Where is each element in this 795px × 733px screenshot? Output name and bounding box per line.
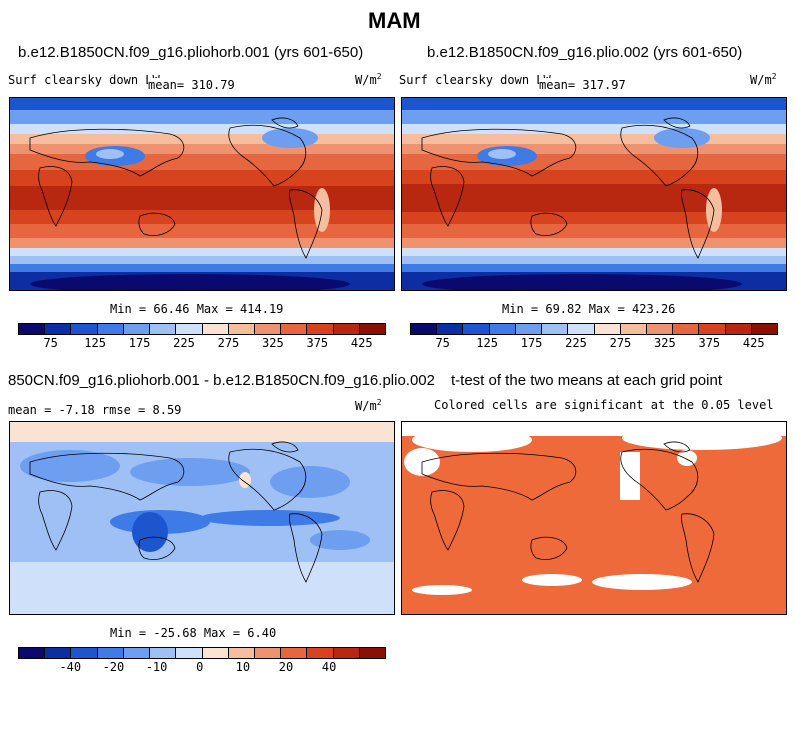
colorbar-swatch [254,648,282,658]
colorbar-swatch [542,324,569,334]
panel4-note: Colored cells are significant at the 0.0… [434,398,774,412]
colorbar-swatch [150,648,177,658]
colorbar-tick-label: 175 [520,336,543,350]
panel3-map [9,421,395,615]
colorbar-swatch [751,324,778,334]
panel3-minmax: Min = -25.68 Max = 6.40 [110,626,277,640]
colorbar-tick-label: -20 [102,660,125,674]
colorbar-tick-label: -40 [59,660,82,674]
panel2-map [401,97,787,291]
colorbar-swatch [254,324,282,334]
colorbar-swatch [202,324,229,334]
panel4-map-svg [402,422,786,614]
panel3-units: W/m2 [355,398,382,413]
colorbar-swatch [97,648,124,658]
panel2-colorbar-ticks: 75 125 175 225 275 325 375 425 [410,336,776,352]
colorbar-swatch [97,324,124,334]
colorbar-swatch [228,324,255,334]
panel4-map [401,421,787,615]
colorbar-tick-label: 75 [43,336,58,350]
colorbar-tick-label: 75 [435,336,450,350]
colorbar-tick-label: 375 [698,336,721,350]
colorbar-tick-label: 275 [609,336,632,350]
colorbar-tick-label: 275 [217,336,240,350]
colorbar-tick-label: 175 [128,336,151,350]
colorbar-swatch [19,324,46,334]
panel2-map-svg [402,98,786,290]
panel1-map [9,97,395,291]
colorbar-swatch [359,324,386,334]
colorbar-swatch [176,648,203,658]
panel1-var-label: Surf clearsky down LW [8,73,160,87]
colorbar-swatch [202,648,229,658]
figure-title: MAM [368,8,421,33]
colorbar-swatch [123,324,151,334]
panel2-units: W/m2 [750,72,777,87]
panel2-var-label: Surf clearsky down LW [399,73,551,87]
colorbar-swatch [71,648,98,658]
colorbar-swatch [463,324,490,334]
colorbar-swatch [725,324,752,334]
colorbar-swatch [45,324,72,334]
panel1-mean-label: mean= 310.79 [148,78,235,92]
panel3-colorbar [18,647,386,659]
colorbar-swatch [307,648,334,658]
colorbar-swatch [673,324,700,334]
colorbar-swatch [19,648,46,658]
colorbar-swatch [333,648,360,658]
colorbar-tick-label: -10 [145,660,168,674]
colorbar-swatch [228,648,255,658]
colorbar-tick-label: 325 [262,336,284,350]
colorbar-swatch [437,324,464,334]
colorbar-swatch [71,324,98,334]
colorbar-swatch [699,324,726,334]
colorbar-tick-label: 125 [84,336,106,350]
panel1-units: W/m2 [355,72,382,87]
colorbar-swatch [515,324,543,334]
colorbar-tick-label: 125 [476,336,498,350]
panel3-colorbar-ticks: -40 -20 -10 0 10 20 40 [18,660,384,676]
colorbar-tick-label: 10 [235,660,251,674]
colorbar-swatch [176,324,203,334]
panel2-colorbar [410,323,778,335]
colorbar-swatch [150,324,177,334]
colorbar-tick-label: 20 [278,660,294,674]
colorbar-swatch [333,324,360,334]
colorbar-tick-label: 325 [654,336,676,350]
colorbar-tick-label: 0 [196,660,204,674]
panel2-mean-label: mean= 317.97 [539,78,626,92]
panel3-title: 850CN.f09_g16.pliohorb.001 - b.e12.B1850… [8,372,435,389]
panel1-colorbar-ticks: 75 125 175 225 275 325 375 425 [18,336,384,352]
panel1-map-svg [10,98,394,290]
panel3-stats: mean = -7.18 rmse = 8.59 [8,403,182,417]
colorbar-tick-label: 225 [173,336,195,350]
colorbar-tick-label: 425 [350,336,373,350]
colorbar-swatch [45,648,72,658]
panel3-map-svg [10,422,394,614]
panel1-title: b.e12.B1850CN.f09_g16.pliohorb.001 (yrs … [18,44,364,61]
colorbar-tick-label: 375 [306,336,329,350]
colorbar-swatch [359,648,386,658]
panel4-title: t-test of the two means at each grid poi… [451,372,722,389]
colorbar-tick-label: 425 [742,336,765,350]
colorbar-swatch [646,324,674,334]
panel2-title: b.e12.B1850CN.f09_g16.plio.002 (yrs 601-… [427,44,743,61]
colorbar-swatch [281,324,308,334]
colorbar-swatch [620,324,647,334]
panel2-minmax: Min = 69.82 Max = 423.26 [502,302,676,316]
colorbar-tick-label: 40 [321,660,337,674]
colorbar-tick-label: 225 [565,336,587,350]
colorbar-swatch [123,648,151,658]
colorbar-swatch [281,648,308,658]
colorbar-swatch [594,324,621,334]
colorbar-swatch [568,324,595,334]
colorbar-swatch [411,324,438,334]
panel1-colorbar [18,323,386,335]
colorbar-swatch [307,324,334,334]
panel1-minmax: Min = 66.46 Max = 414.19 [110,302,284,316]
colorbar-swatch [489,324,516,334]
